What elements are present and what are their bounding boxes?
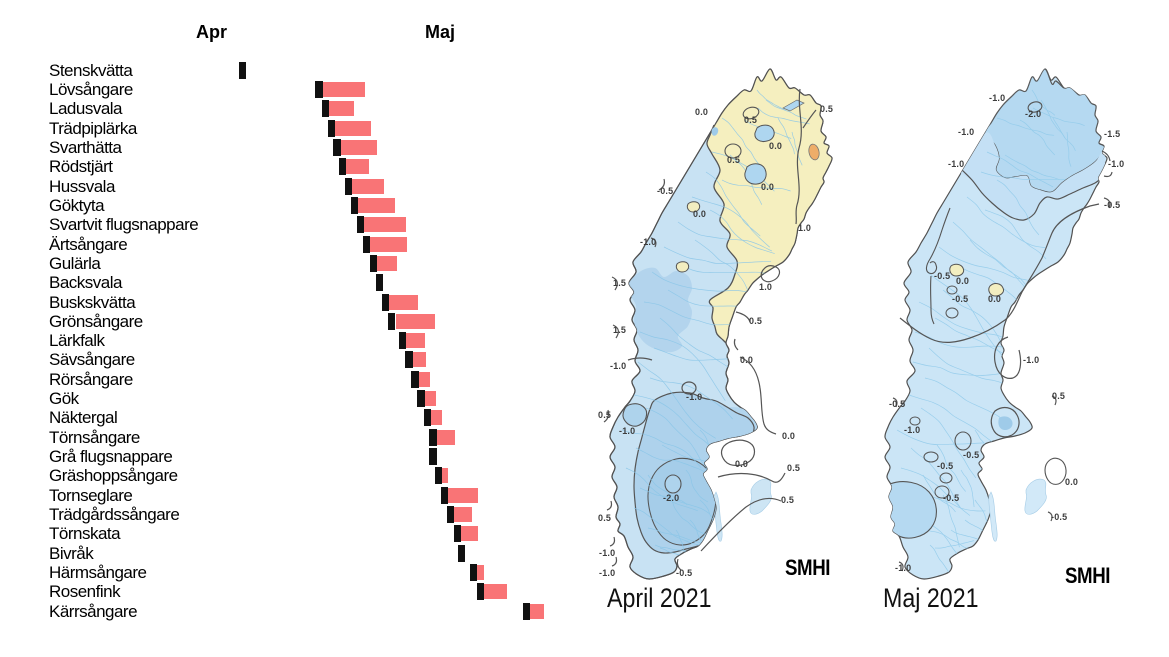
svg-text:0.0: 0.0 — [782, 431, 795, 441]
svg-text:0.5: 0.5 — [820, 104, 833, 114]
svg-text:0.0: 0.0 — [769, 141, 782, 151]
svg-text:0.0: 0.0 — [988, 294, 1001, 304]
svg-text:1.0: 1.0 — [759, 282, 772, 292]
svg-text:0.0: 0.0 — [740, 355, 753, 365]
svg-text:0.5: 0.5 — [598, 410, 611, 420]
svg-text:-0.5: -0.5 — [952, 294, 968, 304]
svg-text:-0.5: -0.5 — [657, 186, 673, 196]
svg-text:1.0: 1.0 — [798, 223, 811, 233]
svg-text:-1.0: -1.0 — [619, 426, 635, 436]
svg-text:-1.0: -1.0 — [599, 568, 615, 578]
svg-text:-2.0: -2.0 — [1025, 109, 1041, 119]
svg-text:0.5: 0.5 — [744, 115, 757, 125]
svg-text:0.0: 0.0 — [956, 276, 969, 286]
svg-text:-0.5: -0.5 — [1104, 200, 1120, 210]
svg-text:-1.0: -1.0 — [989, 93, 1005, 103]
svg-text:-1.5: -1.5 — [1104, 129, 1120, 139]
svg-text:0.0: 0.0 — [1065, 477, 1078, 487]
svg-text:-1.0: -1.0 — [640, 237, 656, 247]
svg-text:1.5: 1.5 — [613, 325, 626, 335]
svg-text:-0.5: -0.5 — [1051, 512, 1067, 522]
svg-text:-2.0: -2.0 — [663, 493, 679, 503]
svg-text:-1.0: -1.0 — [610, 361, 626, 371]
svg-text:-0.5: -0.5 — [934, 271, 950, 281]
svg-text:-1.0: -1.0 — [1023, 355, 1039, 365]
svg-text:0.5: 0.5 — [727, 155, 740, 165]
svg-text:0.0: 0.0 — [735, 459, 748, 469]
svg-text:-1.0: -1.0 — [895, 563, 911, 573]
svg-text:-1.0: -1.0 — [958, 127, 974, 137]
svg-text:-1.0: -1.0 — [599, 548, 615, 558]
svg-text:-0.5: -0.5 — [676, 568, 692, 578]
svg-text:0.0: 0.0 — [693, 209, 706, 219]
svg-text:-1.0: -1.0 — [1108, 159, 1124, 169]
svg-text:0.5: 0.5 — [749, 316, 762, 326]
svg-text:0.5: 0.5 — [781, 495, 794, 505]
svg-text:-0.5: -0.5 — [943, 493, 959, 503]
svg-text:1.5: 1.5 — [613, 278, 626, 288]
svg-text:0.0: 0.0 — [761, 182, 774, 192]
svg-text:0.5: 0.5 — [1052, 391, 1065, 401]
svg-text:0.5: 0.5 — [598, 513, 611, 523]
svg-text:-0.5: -0.5 — [963, 450, 979, 460]
svg-text:-1.0: -1.0 — [948, 159, 964, 169]
svg-text:-1.0: -1.0 — [686, 392, 702, 402]
svg-text:-0.5: -0.5 — [889, 399, 905, 409]
svg-text:0.5: 0.5 — [787, 463, 800, 473]
svg-text:0.0: 0.0 — [695, 107, 708, 117]
svg-text:-0.5: -0.5 — [937, 461, 953, 471]
svg-text:-1.0: -1.0 — [904, 425, 920, 435]
